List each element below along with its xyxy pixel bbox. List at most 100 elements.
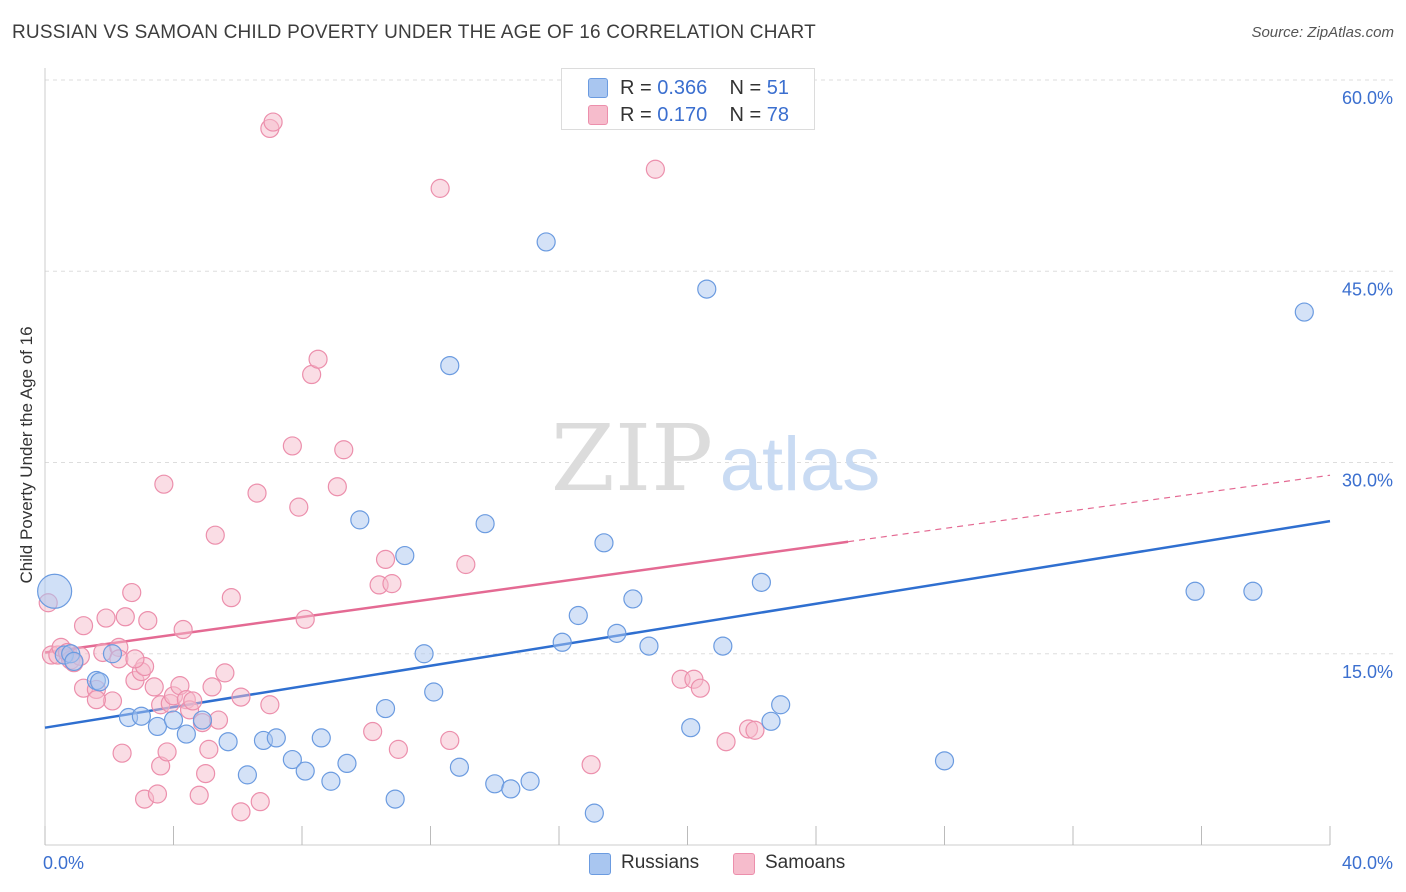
samoans-trend-extension [848,474,1331,543]
samoans-point-39 [202,677,222,697]
russians-point-49 [1185,581,1205,601]
russians-point-50 [1243,581,1263,601]
samoans-point-69 [690,678,710,698]
samoans-legend-swatch [733,853,755,875]
samoans-point-73 [125,649,145,669]
russians-point-24 [385,789,405,809]
russians-point-47 [771,695,791,715]
russians-legend-swatch [589,853,611,875]
russians-point-13 [218,732,238,752]
samoans-point-50 [282,436,302,456]
samoans-point-64 [456,554,476,575]
russians-point-20 [321,771,341,791]
russians-point-3 [64,651,84,672]
russians-point-21 [337,753,357,774]
russians-point-37 [584,803,604,823]
russians-legend-label: Russians [621,852,700,873]
russians-point-17 [282,749,302,770]
samoans-point-59 [375,549,396,570]
samoans-n-label: N = [729,104,767,126]
russians-point-18 [295,761,315,781]
samoans-point-76 [208,710,229,730]
samoans-point-57 [363,721,383,742]
y-tick-label-2: 45.0% [1342,279,1393,299]
russians-r-label: R = [620,77,658,99]
axis-layer [44,68,1331,846]
samoans-point-74 [86,690,107,710]
russians-point-8 [131,706,151,726]
x-tick-label-1: 40.0% [1342,853,1393,873]
samoans-legend-label: Samoans [765,852,846,873]
russians-point-22 [350,510,370,530]
samoans-point-72 [745,720,765,740]
samoans-point-70 [716,732,736,752]
samoans-point-55 [327,477,347,497]
samoans-point-62 [430,178,450,198]
samoans-point-24 [147,784,168,804]
samoans-point-22 [138,610,158,631]
samoans-point-11 [96,608,116,628]
samoans-point-54 [308,349,328,369]
samoans-point-27 [154,474,174,494]
samoans-point-56 [334,440,354,460]
russians-point-51 [1294,302,1314,322]
points-layer [37,112,1314,823]
samoans-point-23 [144,677,164,697]
samoans-point-63 [440,730,460,751]
russians-point-25 [395,545,415,566]
samoans-point-45 [247,483,267,503]
russians-point-41 [639,636,659,656]
russians-point-16 [266,728,286,748]
y-tick-label-0: 15.0% [1342,662,1393,682]
russians-point-11 [176,724,196,744]
x-tick-label-0: 0.0% [43,853,84,873]
russians-point-34 [536,232,556,252]
y-tick-label-3: 60.0% [1342,88,1393,108]
russians-point-12 [192,710,213,730]
russians-point-39 [623,589,643,609]
russians-r-value: 0.366 [657,77,708,99]
samoans-point-35 [183,691,203,711]
russians-point-43 [697,279,717,299]
russians-point-6 [102,644,123,664]
y-tick-label-1: 30.0% [1342,471,1393,491]
russians-point-28 [440,356,460,376]
samoans-point-16 [115,607,135,627]
russians-point-0 [37,573,73,609]
russians-point-46 [761,711,781,731]
russians-point-42 [681,718,701,738]
samoans-point-17 [122,582,142,603]
russians-point-31 [485,774,505,794]
russians-point-27 [424,682,444,702]
russians-point-14 [237,765,257,785]
russians-point-26 [414,644,434,664]
russians-point-19 [311,728,331,748]
russians-point-40 [607,623,627,643]
samoans-point-41 [215,663,235,683]
samoans-point-48 [263,112,283,132]
samoans-n-value: 78 [766,104,790,126]
samoans-point-42 [221,588,241,608]
russians-point-32 [501,779,521,799]
samoans-point-15 [112,743,132,763]
russians-point-38 [594,533,614,553]
russians-n-label: N = [729,77,767,99]
samoans-point-8 [73,616,94,636]
samoans-point-44 [231,802,251,822]
samoans-point-52 [295,609,315,629]
samoans-point-46 [250,792,270,812]
russians-point-29 [449,757,470,777]
watermark-atlas: atlas [720,422,881,507]
samoans-point-43 [231,687,251,707]
chart-source: Source: ZipAtlas.com [1251,24,1394,41]
samoans-point-32 [173,619,193,640]
stats-legend: R = 0.366 N = 51 R = 0.170 N = 78 [561,68,815,130]
tick-label-layer: 15.0% 30.0% 45.0% 60.0% 0.0% 40.0% [43,88,1393,873]
russians-point-36 [568,605,588,626]
samoans-point-28 [157,742,177,762]
samoans-point-65 [581,755,601,775]
samoans-point-37 [196,763,216,784]
samoans-point-49 [260,695,280,715]
samoans-trend-line [44,540,849,654]
